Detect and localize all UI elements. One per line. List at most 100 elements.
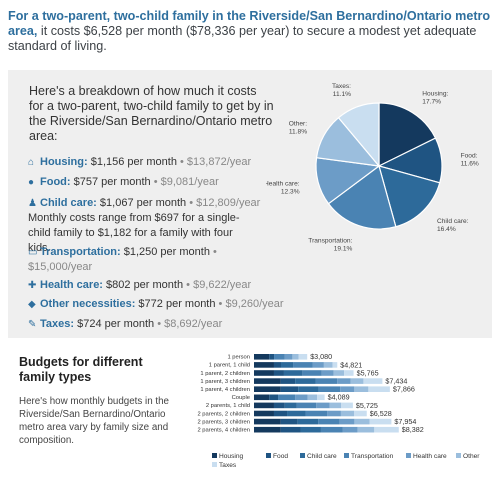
cost-pie-chart: Housing:17.7% Food:11.6% Child care:16.4% T… [266,83,479,253]
cost-yearly: • $9,260/year [215,298,284,310]
cost-line-health-care: ✚ Health care: $802 per month • $9,622/ye… [28,279,251,292]
legend-label-housing: Housing [219,453,244,460]
bar-segment-health-care [337,378,351,384]
cost-category: Transportation: [40,246,121,258]
bar-segment-child-care [298,386,319,392]
bar-segment-food [280,386,299,392]
bar-segment-child-care [295,378,316,384]
legend-label-transportation: Transportation [351,453,394,460]
bar-segment-other [323,362,333,368]
bar-segment-transportation [320,426,343,433]
bar-total-label: $7,434 [385,377,407,386]
bar-category-label: 1 parent, 4 children [200,387,250,393]
cost-category: Child care: [40,197,97,209]
pie-value-food: 11.6% [461,160,479,167]
bar-segment-housing [254,426,281,433]
breakdown-intro: Here's a breakdown of how much it costs … [29,84,274,143]
pie-label-child-care: Child care: [437,218,469,225]
bar-category-label: 1 parent, 2 children [200,371,250,377]
pie-label-health-care: Health care: [266,181,300,188]
cost-monthly: $1,156 per month [87,156,177,168]
headline: For a two-parent, two-child family in th… [8,9,492,54]
cost-yearly: • $15,000/year [28,246,217,273]
bar-segment-food [273,362,282,368]
bar-category-label: 1 parent, 3 children [200,379,250,385]
bar-segment-food [273,410,288,417]
pie-value-taxes: 11.1% [333,91,351,98]
bar-segment-food [273,402,285,409]
bar-segment-child-care [284,402,297,409]
bar-segment-other [307,394,318,401]
pie-value-health-care: 12.3% [281,189,300,196]
bar-segment-health-care [316,402,330,409]
bar-segment-taxes [363,378,383,384]
bar-segment-taxes [298,354,308,360]
cost-monthly: $1,250 per month [120,246,210,258]
bar-segment-housing [254,386,281,392]
budget-title: Budgets for different family types [19,355,143,384]
bar-segment-housing [254,418,281,425]
cost-line-food: ● Food: $757 per month • $9,081/year [28,176,219,189]
breakdown-panel: Here's a breakdown of how much it costs … [8,70,492,338]
cost-line-other: ◆ Other necessities: $772 per month • $9,… [28,298,284,311]
cost-category: Health care: [40,279,103,291]
pie-slice-transportation [327,164,397,230]
bar-segment-housing [254,410,274,417]
bar-segment-other [333,370,345,376]
legend-label-food: Food [273,453,288,460]
legend-swatch-taxes [212,462,217,467]
bar-segment-other [292,354,299,360]
pie-label-food: Food: [461,152,478,159]
pie-label-other: Other: [289,121,307,128]
bar-segment-taxes [344,370,354,376]
cost-monthly: $772 per month [135,298,216,310]
legend-label-taxes: Taxes [219,462,237,469]
bar-category-label: 2 parents, 3 children [197,419,250,425]
headline-bold: For a two-parent, two-child family in th… [8,9,491,38]
legend-swatch-child-care [300,453,305,458]
bar-total-label: $8,382 [402,425,424,434]
legend-swatch-food [266,453,271,458]
bar-segment-taxes [368,386,390,392]
pie-label-taxes: Taxes: [332,83,351,90]
bar-segment-taxes [341,402,353,409]
bar-segment-health-care [339,418,355,425]
pie-value-other: 11.8% [289,129,307,136]
cost-monthly: $724 per month [74,318,155,330]
house-icon: ⌂ [28,157,35,168]
legend-label-health-care: Health care [413,453,447,460]
pie-label-transportation: Transportation: [308,238,352,245]
bar-segment-other [329,402,342,409]
bar-category-label: 2 parents, 2 children [197,411,250,417]
bar-segment-health-care [295,394,308,401]
bar-segment-housing [254,354,270,360]
bar-segment-food [280,426,301,433]
bar-segment-transportation [302,370,322,376]
bar-segment-transportation [296,402,317,409]
bar-segment-taxes [369,418,392,425]
tag-icon: ◆ [28,299,36,310]
bar-segment-health-care [340,386,355,392]
bar-category-label: Couple [232,395,250,401]
bar-total-label: $3,080 [310,352,332,361]
taxes-icon: ✎ [28,319,37,330]
bar-category-label: 1 person [227,355,250,361]
bar-segment-taxes [354,410,367,417]
cost-line-transportation: ▭ Transportation: $1,250 per month • $15,… [28,245,258,275]
pie-value-transportation: 19.1% [334,246,353,253]
bar-segment-housing [254,378,281,384]
bar-segment-child-care [287,410,306,417]
bar-segment-other [340,410,355,417]
headline-rest: it costs $6,528 per month ($78,336 per y… [8,24,477,53]
legend-swatch-health-care [406,453,411,458]
bar-segment-food [280,378,296,384]
bar-segment-other [350,378,364,384]
bar-segment-food [273,370,284,376]
apple-icon: ● [28,177,35,188]
pie-value-child-care: 16.4% [437,226,456,233]
bar-segment-housing [254,394,270,401]
cost-line-child-care: ♟ Child care: $1,067 per month • $12,809/… [28,197,260,210]
legend-swatch-housing [212,453,217,458]
bar-segment-transportation [293,362,313,368]
bar-segment-health-care [284,354,293,360]
